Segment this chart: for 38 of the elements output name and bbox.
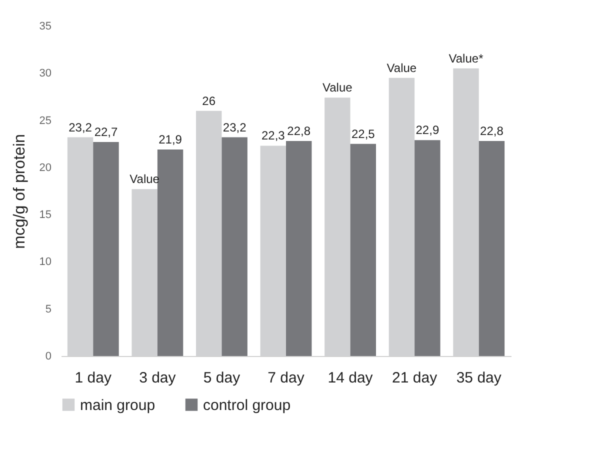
data-label: 23,2 <box>222 120 247 134</box>
data-label: 22,7 <box>94 124 118 139</box>
data-label: 26 <box>202 94 216 108</box>
data-label: 21,9 <box>158 132 182 147</box>
bar <box>286 141 312 356</box>
legend-label: control group <box>203 396 291 414</box>
bar <box>478 141 505 356</box>
x-tick-label: 14 day <box>328 370 374 386</box>
x-tick-label: 7 day <box>268 370 305 386</box>
x-tick-label: 1 day <box>74 370 112 386</box>
y-tick-label: 20 <box>39 162 52 174</box>
legend-label: main group <box>80 396 156 414</box>
bar <box>222 137 248 356</box>
data-label: 23,2 <box>68 120 92 134</box>
data-label: 22,9 <box>416 123 440 138</box>
bar <box>350 144 376 356</box>
bar <box>93 142 119 356</box>
x-tick-label: 21 day <box>392 370 438 386</box>
y-tick-label: 35 <box>39 20 52 32</box>
data-label: 22,8 <box>287 124 311 138</box>
data-label: 22,8 <box>480 124 504 138</box>
data-label: Value <box>322 80 353 95</box>
x-tick-label: 35 day <box>456 370 502 386</box>
data-label: Value* <box>448 51 484 66</box>
bar <box>157 150 184 356</box>
y-tick-label: 30 <box>39 68 52 80</box>
x-tick-label: 5 day <box>203 370 241 386</box>
y-tick-label: 0 <box>45 350 52 362</box>
data-label: Value <box>386 60 417 75</box>
data-label: 22,3 <box>261 128 286 143</box>
bar <box>414 140 440 356</box>
data-label: 22,5 <box>351 126 376 141</box>
y-tick-label: 5 <box>45 303 52 316</box>
y-axis-title: mcg/g of protein <box>11 134 28 249</box>
y-tick-label: 25 <box>39 114 52 127</box>
y-tick-label: 15 <box>39 209 52 222</box>
x-tick-label: 3 day <box>139 370 176 386</box>
y-tick-label: 10 <box>39 256 52 268</box>
